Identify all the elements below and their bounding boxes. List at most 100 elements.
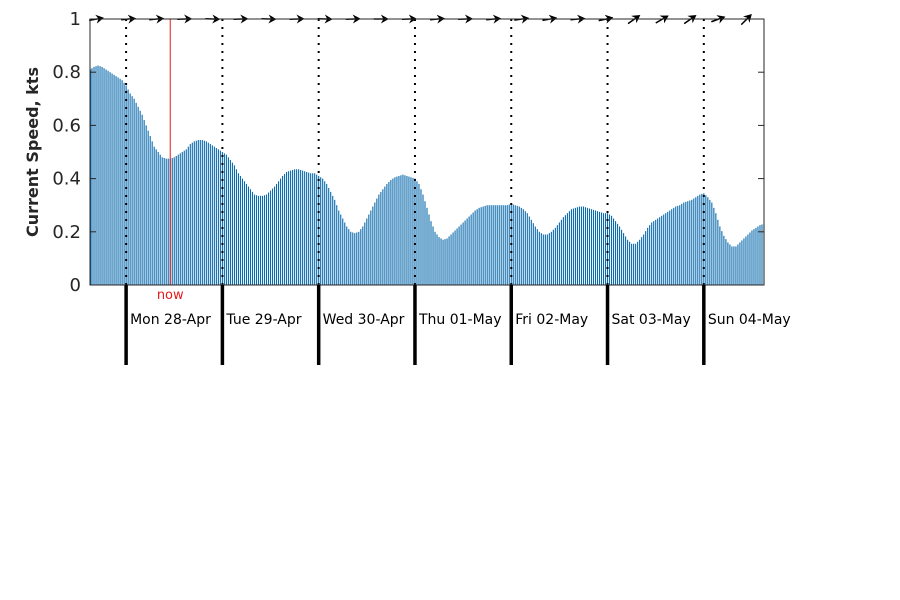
speed-bar bbox=[544, 234, 546, 285]
speed-bar bbox=[586, 207, 589, 285]
speed-bar bbox=[703, 193, 705, 285]
speed-bar bbox=[95, 66, 97, 285]
speed-bar bbox=[617, 223, 619, 285]
speed-bar bbox=[217, 149, 219, 285]
speed-bar bbox=[546, 234, 548, 285]
speed-bar bbox=[173, 157, 175, 285]
speed-bar bbox=[284, 173, 286, 285]
speed-bar bbox=[165, 158, 167, 285]
day-label: Wed 30-Apr bbox=[323, 312, 405, 328]
speed-bar bbox=[627, 239, 629, 285]
speed-bar bbox=[506, 205, 508, 285]
speed-bar bbox=[757, 226, 759, 285]
speed-bar bbox=[406, 175, 408, 285]
speed-bar bbox=[324, 181, 326, 285]
speed-bar bbox=[466, 218, 468, 285]
speed-bar bbox=[598, 211, 601, 285]
speed-bar bbox=[336, 205, 338, 285]
speed-bar bbox=[97, 65, 99, 285]
speed-bar bbox=[314, 173, 316, 285]
speed-bar bbox=[288, 171, 290, 285]
speed-bar bbox=[514, 205, 516, 285]
day-label: Fri 02-May bbox=[515, 312, 588, 328]
speed-bar bbox=[402, 174, 404, 285]
day-label: Sat 03-May bbox=[612, 312, 691, 328]
speed-bar bbox=[615, 221, 617, 285]
speed-bar bbox=[677, 205, 679, 285]
speed-bar bbox=[308, 172, 310, 285]
speed-bar bbox=[344, 222, 346, 285]
speed-bar bbox=[376, 198, 378, 285]
speed-bar bbox=[729, 244, 731, 285]
speed-bar bbox=[681, 203, 683, 285]
speed-bar bbox=[450, 234, 452, 285]
speed-bar bbox=[183, 150, 185, 285]
speed-bar bbox=[378, 194, 380, 285]
speed-bar bbox=[318, 175, 320, 285]
speed-bar bbox=[346, 226, 348, 285]
speed-bar bbox=[532, 223, 534, 285]
speed-bar bbox=[101, 66, 103, 285]
speed-bar bbox=[133, 98, 135, 285]
speed-bar bbox=[372, 206, 374, 285]
speed-bar bbox=[374, 202, 376, 285]
speed-bar bbox=[135, 102, 137, 285]
speed-bar bbox=[524, 211, 526, 285]
speed-bar bbox=[366, 218, 368, 285]
speed-bar bbox=[342, 218, 344, 285]
speed-bar bbox=[356, 232, 358, 285]
speed-bar bbox=[207, 142, 209, 285]
speed-bar bbox=[362, 226, 364, 285]
speed-bar bbox=[554, 227, 556, 285]
speed-bar bbox=[717, 219, 719, 285]
speed-bar bbox=[418, 183, 420, 285]
speed-bar bbox=[691, 199, 693, 285]
speed-bar bbox=[436, 234, 438, 285]
speed-bar bbox=[631, 243, 633, 285]
y-tick-label: 0.4 bbox=[52, 169, 81, 190]
speed-bar bbox=[215, 148, 217, 285]
speed-bar bbox=[155, 149, 157, 285]
speed-bar bbox=[500, 205, 502, 285]
speed-bar bbox=[472, 212, 474, 285]
speed-bar bbox=[604, 213, 607, 285]
speed-bar bbox=[137, 106, 139, 285]
speed-bar bbox=[629, 241, 631, 285]
speed-bar bbox=[298, 169, 300, 285]
speed-bar bbox=[635, 243, 637, 285]
speed-bar bbox=[602, 213, 605, 285]
speed-bar bbox=[294, 169, 296, 285]
speed-bar bbox=[693, 198, 695, 285]
speed-bar bbox=[512, 204, 514, 285]
speed-bar bbox=[482, 206, 484, 285]
speed-bar bbox=[111, 73, 113, 285]
speed-bar bbox=[759, 225, 761, 285]
speed-bar bbox=[653, 221, 655, 285]
speed-bar bbox=[93, 66, 95, 285]
speed-bar bbox=[147, 130, 149, 285]
speed-bar bbox=[205, 141, 207, 285]
speed-bar bbox=[659, 217, 661, 285]
speed-bar bbox=[556, 225, 558, 285]
speed-bar bbox=[596, 211, 599, 285]
speed-bar bbox=[302, 170, 304, 285]
speed-bar bbox=[456, 228, 458, 285]
speed-bar bbox=[498, 205, 500, 285]
speed-bar bbox=[534, 226, 536, 285]
speed-bar bbox=[428, 214, 430, 285]
speed-bar bbox=[416, 181, 418, 285]
speed-bar bbox=[239, 175, 241, 285]
speed-bar bbox=[671, 209, 673, 285]
speed-bar bbox=[747, 234, 749, 285]
speed-bar bbox=[131, 96, 133, 285]
speed-bar bbox=[390, 179, 392, 285]
speed-bar bbox=[312, 173, 314, 285]
speed-bar bbox=[426, 207, 428, 285]
speed-bar bbox=[526, 213, 528, 285]
speed-bar bbox=[125, 85, 127, 285]
speed-bar bbox=[274, 186, 276, 285]
speed-bar bbox=[590, 209, 593, 285]
speed-bar bbox=[608, 214, 611, 285]
speed-bar bbox=[115, 76, 117, 285]
